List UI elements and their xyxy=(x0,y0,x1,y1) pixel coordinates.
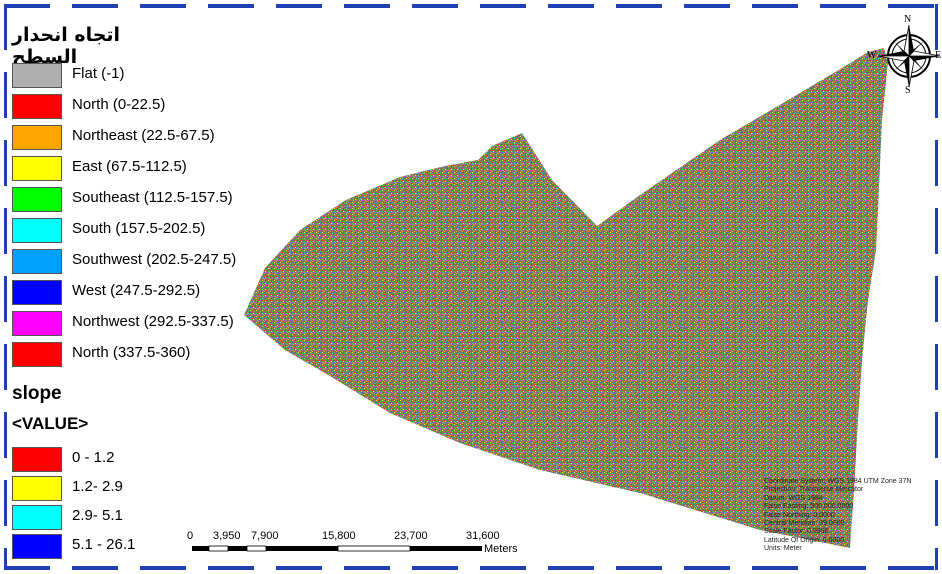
legend-label: North (337.5-360) xyxy=(72,344,191,361)
legend-label: Southeast (112.5-157.5) xyxy=(72,189,233,206)
neatline-right xyxy=(935,4,938,570)
neatline-top xyxy=(4,4,938,8)
legend-label: Northwest (292.5-337.5) xyxy=(72,313,234,330)
legend-label: Flat (-1) xyxy=(72,65,125,82)
east-letter: E xyxy=(935,50,942,61)
coordinate-info-line: Scale Factor: 0.9996 xyxy=(764,528,829,536)
coordinate-info-line: False Northing: 0.0000 xyxy=(764,511,835,519)
scale-tick-label: 23,700 xyxy=(394,530,428,542)
legend-swatch xyxy=(12,447,62,472)
scale-tick-label: 3,950 xyxy=(213,530,241,542)
slope-legend-field: <VALUE> xyxy=(12,414,89,433)
north-letter: N xyxy=(904,14,912,25)
coordinate-info-line: Datum: WGS 1984 xyxy=(764,494,823,502)
coordinate-system-info: Coordinate System: WGS 1984 UTM Zone 37N… xyxy=(764,478,936,554)
aspect-legend-title: اتجاه انحدار السطح xyxy=(12,24,121,68)
legend-swatch xyxy=(12,63,62,88)
legend-swatch xyxy=(12,342,62,367)
legend-label: 0 - 1.2 xyxy=(72,449,115,466)
legend-label: Southwest (202.5-247.5) xyxy=(72,251,237,268)
north-arrow-compass-icon xyxy=(877,24,941,88)
legend-label: South (157.5-202.5) xyxy=(72,220,206,237)
legend-label: 2.9- 5.1 xyxy=(72,507,123,524)
neatline-left xyxy=(4,4,7,570)
legend-label: North (0-22.5) xyxy=(72,96,166,113)
south-letter: S xyxy=(905,85,911,96)
legend-swatch xyxy=(12,505,62,530)
coordinate-info-line: Units: Meter xyxy=(764,545,802,553)
scale-tick-label: 0 xyxy=(187,530,194,542)
legend-swatch xyxy=(12,156,62,181)
coordinate-info-line: Central Meridian: 39.0000 xyxy=(764,520,845,528)
coordinate-info-line: Coordinate System: WGS 1984 UTM Zone 37N xyxy=(764,478,912,485)
scale-tick-label: 7,900 xyxy=(251,530,279,542)
scale-tick-label: 31,600 xyxy=(466,530,500,542)
legend-swatch xyxy=(12,249,62,274)
coordinate-info-line: Projection: Transverse Mercator xyxy=(764,486,864,494)
legend-swatch xyxy=(12,476,62,501)
scale-units-label: Meters xyxy=(484,543,518,555)
legend-swatch xyxy=(12,218,62,243)
study-area-raster-overlay xyxy=(244,48,888,548)
west-letter: W xyxy=(867,50,877,61)
legend-swatch xyxy=(12,125,62,150)
legend-swatch xyxy=(12,534,62,559)
coordinate-info-line: Latitude Of Origin: 0.0000 xyxy=(764,536,845,544)
legend-swatch xyxy=(12,94,62,119)
legend-swatch xyxy=(12,280,62,305)
legend-label: 1.2- 2.9 xyxy=(72,478,123,495)
legend-swatch xyxy=(12,187,62,212)
neatline-bottom xyxy=(4,566,938,570)
legend-label: West (247.5-292.5) xyxy=(72,282,201,299)
legend-label: East (67.5-112.5) xyxy=(72,158,187,175)
legend-label: Northeast (22.5-67.5) xyxy=(72,127,215,144)
legend-label: 5.1 - 26.1 xyxy=(72,536,136,553)
scale-bar xyxy=(192,545,482,552)
coordinate-info-line: False Easting: 500,000.0000 xyxy=(764,503,854,511)
slope-legend-title: slope xyxy=(12,383,62,404)
scale-tick-label: 15,800 xyxy=(322,530,356,542)
legend-swatch xyxy=(12,311,62,336)
